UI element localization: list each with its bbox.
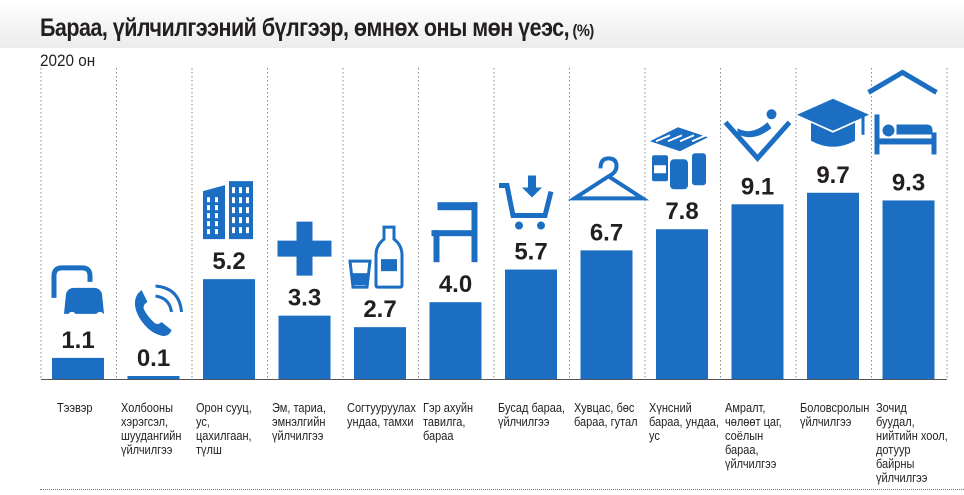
bar [429,302,482,379]
medical-cross-icon [277,221,332,276]
data-label: 1.1 [61,327,94,354]
bar [52,357,104,379]
bar [731,204,784,379]
category-label: Хувцас, бөс бараа, гутал [573,401,638,429]
category-label: Амралт, чөлөөт цаг, соёлын бараа, үйлчил… [724,401,782,471]
bar [127,376,180,379]
relaxation-icon [723,109,792,163]
category-label: Гэр ахуйн тавилга, бараа [422,401,473,443]
shopping-cart-icon [499,175,554,230]
category-label: Бусад бараа, үйлчилгээ [498,401,566,429]
bottle-glass-icon [348,225,404,289]
data-label: 9.3 [892,169,925,196]
hanger-icon [567,156,650,201]
category-label: Согтууруулах ундаа, тамхи [347,401,416,429]
hotel-bed-icon [867,69,938,155]
bar [203,279,255,379]
bottom-rule [40,489,964,490]
data-label: 9.1 [741,173,774,200]
data-label: 2.7 [363,296,396,323]
cars-icon [51,265,104,320]
category-label: Тээвэр [57,401,93,415]
category-label: Орон сууц, ус, цахилгаан, түлш [196,401,252,457]
data-label: 6.7 [590,219,623,246]
data-label: 3.3 [288,285,321,312]
chart-title: Бараа, үйлчилгээний бүлгээр, өмнөх оны м… [40,14,594,43]
chair-icon [431,202,478,263]
phone-icon [134,284,183,336]
bar [278,315,331,379]
data-label: 7.8 [665,198,698,225]
graduation-cap-icon [797,98,869,147]
category-label: Хүнсний бараа, ундаа, ус [649,401,719,443]
bar [882,200,935,379]
building-icon [203,181,253,240]
bar [354,327,406,379]
groceries-icon [650,127,708,190]
category-label: Эм, тариа, эмнэлгийн үйлчилгээ [271,401,326,443]
data-label: 4.0 [439,271,472,298]
data-label: 9.7 [816,162,849,189]
category-label: Холбооны хэрэгсэл, шуудангийн үйлчилгээ [120,401,181,457]
title-band [0,0,964,48]
data-label: 5.2 [212,248,245,275]
chart-title-text: Бараа, үйлчилгээний бүлгээр, өмнөх оны м… [40,14,570,42]
bar [505,269,557,379]
category-label: Боловсролын үйлчилгээ [800,401,870,429]
category-label: Зочид буудал, нийтийн хоол, дотуур байрн… [875,401,948,485]
bar [656,229,708,379]
bar [580,250,633,379]
data-label: 5.7 [514,239,547,266]
data-label: 0.1 [137,345,170,372]
chart-title-unit: (%) [572,21,594,40]
bar [807,192,859,379]
chart-subtitle: 2020 он [40,51,96,70]
